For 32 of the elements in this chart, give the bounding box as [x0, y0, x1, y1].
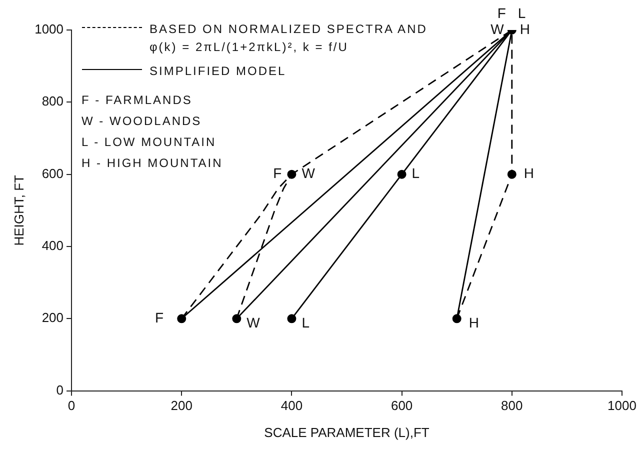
y-tick-label: 400 — [42, 238, 64, 254]
x-axis-title: SCALE PARAMETER (L),FT — [264, 424, 430, 440]
annotation: H - HIGH MOUNTAIN — [82, 155, 223, 172]
y-tick-label: 0 — [56, 382, 64, 398]
annotation: L - LOW MOUNTAIN — [82, 134, 218, 151]
x-tick-label: 200 — [170, 398, 192, 414]
annotation: F - FARMLANDS — [82, 92, 194, 109]
y-tick-label: 600 — [42, 166, 64, 181]
legend-label: SIMPLIFIED MODEL — [150, 63, 286, 80]
annotation: L — [518, 4, 526, 21]
y-tick-label: 800 — [42, 94, 64, 109]
legend-label: BASED ON NORMALIZED SPECTRA AND φ(k) = 2πL/(1+2πkL)², k = f/U — [150, 21, 428, 56]
x-tick-label: 0 — [68, 398, 76, 414]
y-tick-label: 1000 — [34, 22, 64, 37]
x-tick-label: 1000 — [608, 398, 636, 414]
annotation: H — [520, 20, 530, 37]
x-tick-label: 800 — [501, 398, 523, 414]
y-axis-title: HEIGHT, FT — [11, 174, 26, 246]
annotation: W — [302, 165, 316, 182]
annotation: H — [524, 165, 534, 182]
annotation: W - WOODLANDS — [82, 113, 203, 130]
annotation: W — [246, 314, 261, 330]
annotation: F — [497, 4, 506, 21]
annotation: F — [273, 165, 282, 182]
annotation: W — [490, 20, 505, 37]
annotation: L — [412, 165, 420, 182]
annotation: F — [155, 310, 164, 326]
annotation: L — [302, 314, 310, 330]
annotation: H — [468, 314, 479, 330]
x-tick-label: 600 — [390, 398, 413, 414]
x-tick-label: 400 — [280, 398, 303, 414]
y-tick-label: 200 — [42, 310, 64, 326]
